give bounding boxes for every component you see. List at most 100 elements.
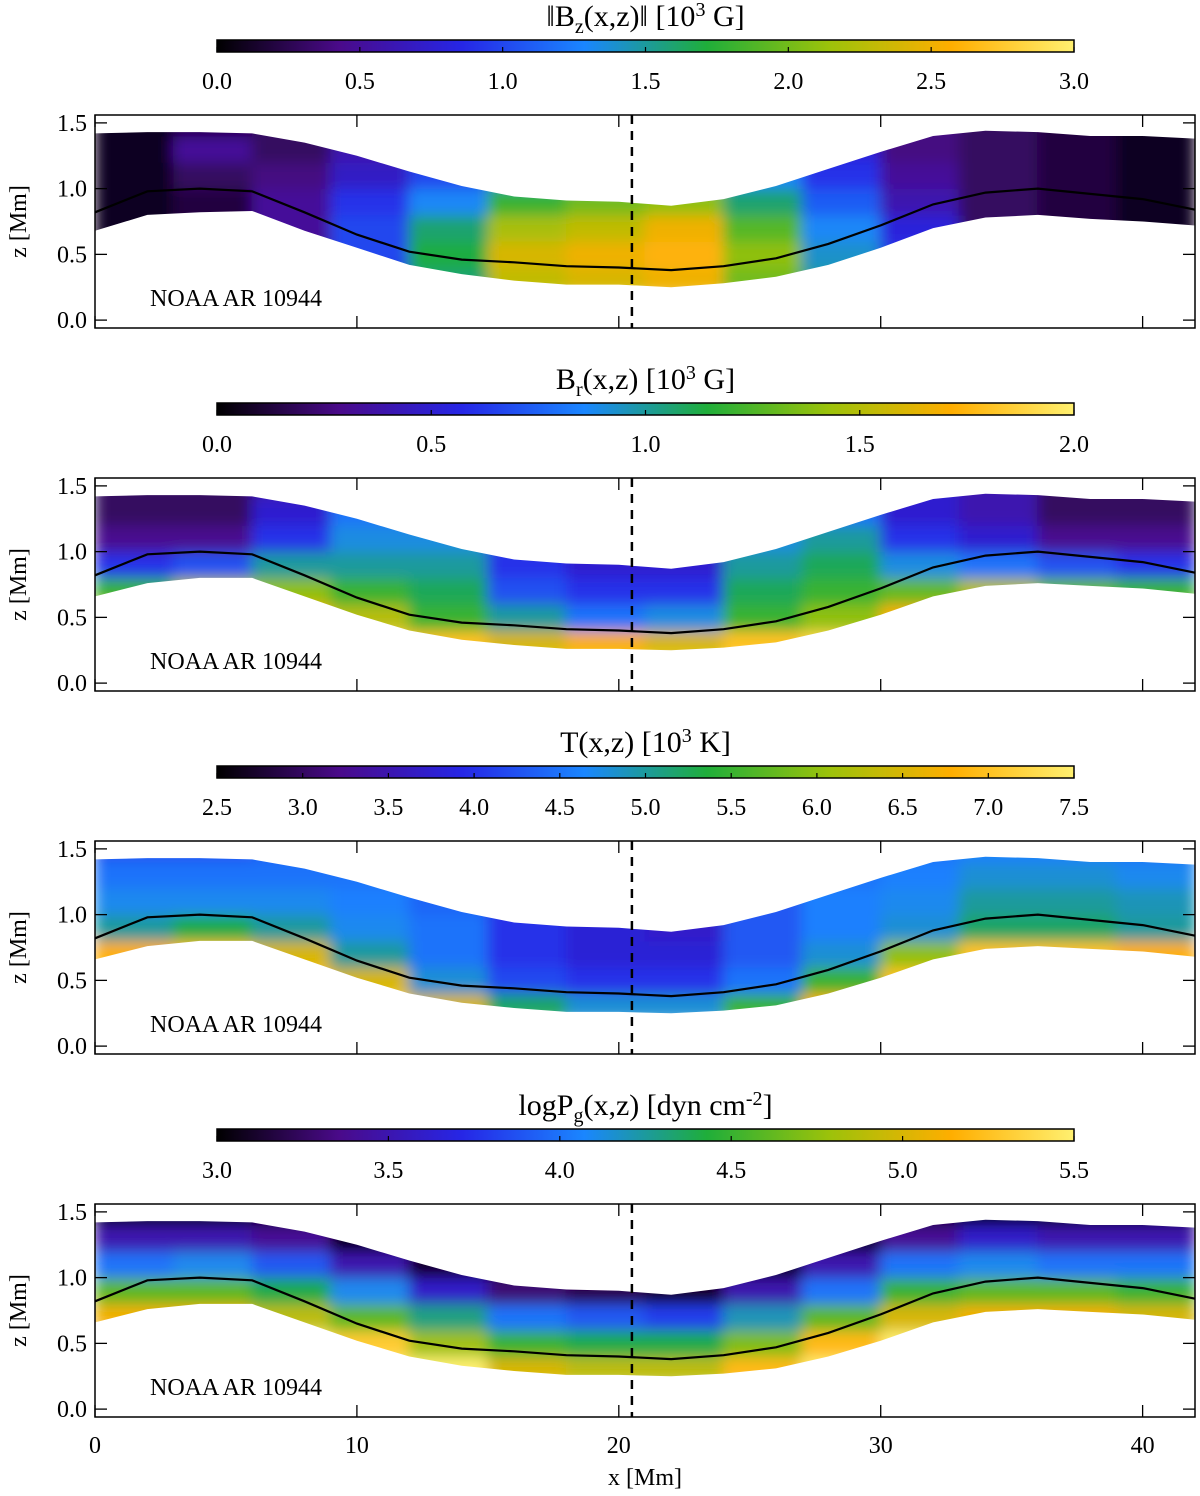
title-part: (x,z)‖ [10 [584, 0, 696, 33]
title-part: g [573, 1105, 583, 1127]
heat-cell [173, 161, 253, 190]
plot-frame [94, 114, 1196, 329]
heat-cell [408, 498, 489, 526]
heat-cell [408, 1250, 489, 1279]
colorbar-tick-label: 2.0 [773, 69, 803, 95]
heat-cell [958, 887, 1039, 916]
heat-cell [958, 1219, 1039, 1226]
heat-cell [958, 1250, 1039, 1279]
title-part: B [556, 363, 576, 396]
heat-cell [1037, 240, 1117, 269]
heat-cell [880, 130, 960, 137]
heat-cell [1115, 524, 1195, 553]
y-tick-label: 1.0 [57, 903, 87, 929]
heat-cell [723, 130, 803, 137]
heat-cell [644, 940, 725, 968]
heat-cell [408, 856, 489, 863]
heat-cell [644, 1224, 725, 1252]
heat-cell [958, 630, 1039, 651]
x-tick-label: 30 [869, 1433, 893, 1459]
heat-cell [958, 493, 1039, 500]
heat-cell [644, 1250, 725, 1279]
heat-cell [880, 135, 960, 163]
heat-cell [1115, 1356, 1195, 1377]
heat-cell [251, 135, 332, 163]
colorbar-tick-label: 4.5 [545, 795, 575, 821]
heatmap [95, 130, 1195, 288]
heat-cell [565, 214, 646, 242]
heat-cell [330, 1329, 410, 1358]
heat-cell [408, 1277, 489, 1305]
title-part: (x,z) [10 [583, 363, 686, 396]
heat-cell [487, 1250, 567, 1279]
heat-cell [95, 1277, 175, 1305]
heat-cell [801, 940, 882, 968]
title-part: ‖B [546, 0, 574, 33]
heat-cell [565, 861, 646, 889]
heat-cell [644, 1303, 725, 1331]
heat-cell [487, 135, 567, 163]
heat-cell [487, 861, 567, 889]
heat-cell [565, 577, 646, 605]
heat-cell [801, 551, 882, 579]
heat-cell [251, 603, 332, 632]
heat-cell [173, 188, 253, 216]
heat-cell [487, 914, 567, 942]
heat-cell [565, 267, 646, 288]
heat-cell [644, 577, 725, 605]
colorbar-tick-label: 0.0 [202, 69, 232, 95]
heat-cell [487, 887, 567, 916]
heat-cell [801, 267, 882, 288]
heat-cell [880, 267, 960, 288]
heat-cell [880, 603, 960, 632]
heat-cell [1037, 993, 1117, 1014]
title-part: 3 [682, 725, 692, 747]
annotation: NOAA AR 10944 [150, 649, 322, 675]
heat-cell [801, 1329, 882, 1358]
heat-cell [408, 577, 489, 605]
heat-cell [95, 1224, 175, 1252]
colorbar-title: logPg(x,z) [dyn cm-2] [518, 1088, 772, 1127]
y-tick-label: 1.0 [57, 540, 87, 566]
heat-cell [565, 1356, 646, 1377]
heat-cell [1037, 1250, 1117, 1279]
heat-cell [880, 887, 960, 916]
heat-cell [723, 856, 803, 863]
y-tick-label: 0.5 [57, 1331, 87, 1357]
heat-cell [723, 267, 803, 288]
heat-cell [880, 240, 960, 269]
heat-cell [487, 188, 567, 216]
heat-cell [487, 1303, 567, 1331]
heat-cell [1037, 887, 1117, 916]
heat-cell [487, 551, 567, 579]
colorbar-tick-label: 1.0 [631, 432, 661, 458]
heat-cell [330, 498, 410, 526]
heat-cell [1037, 135, 1117, 163]
heat-cell [958, 940, 1039, 968]
heat-cell [1115, 161, 1195, 190]
x-axis-label: x [Mm] [608, 1465, 682, 1491]
heat-cell [330, 240, 410, 269]
heat-cell [251, 240, 332, 269]
heat-cell [408, 551, 489, 579]
colorbar-tick-label: 2.5 [202, 795, 232, 821]
heat-cell [487, 267, 567, 288]
heat-cell [880, 524, 960, 553]
heat-cell [801, 1219, 882, 1226]
heat-cell [723, 498, 803, 526]
heat-cell [880, 1224, 960, 1252]
heat-cell [565, 966, 646, 995]
heat-cell [801, 1224, 882, 1252]
title-part: ] [763, 1089, 773, 1122]
heat-cell [173, 1277, 253, 1305]
heat-cell [565, 130, 646, 137]
heat-cell [95, 188, 175, 216]
heat-cell [173, 940, 253, 968]
heat-cell [801, 135, 882, 163]
heat-cell [1115, 1224, 1195, 1252]
y-tick-label: 1.5 [57, 111, 87, 137]
colorbar-tick-label: 5.5 [1059, 1158, 1089, 1184]
heat-cell [723, 214, 803, 242]
